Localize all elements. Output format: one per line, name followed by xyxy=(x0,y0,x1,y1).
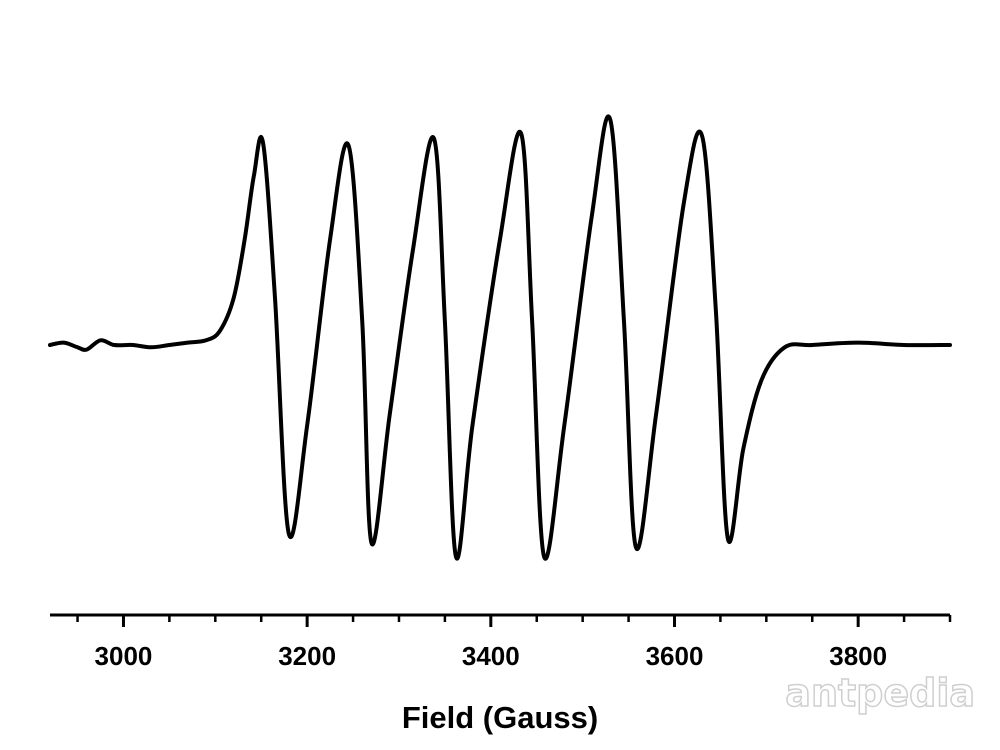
x-axis: 3000 3200 3400 3600 3800 xyxy=(50,613,952,671)
watermark-logo: antpedia xyxy=(785,671,975,715)
x-axis-title: Field (Gauss) xyxy=(402,700,598,735)
x-tick-label: 3800 xyxy=(829,641,887,671)
spectrum-line-0 xyxy=(48,114,952,561)
x-tick-label: 3000 xyxy=(95,641,153,671)
x-tick-label: 3200 xyxy=(278,641,336,671)
x-tick-label: 3600 xyxy=(646,641,704,671)
x-tick-label: 3400 xyxy=(462,641,520,671)
plot-area xyxy=(48,114,952,561)
